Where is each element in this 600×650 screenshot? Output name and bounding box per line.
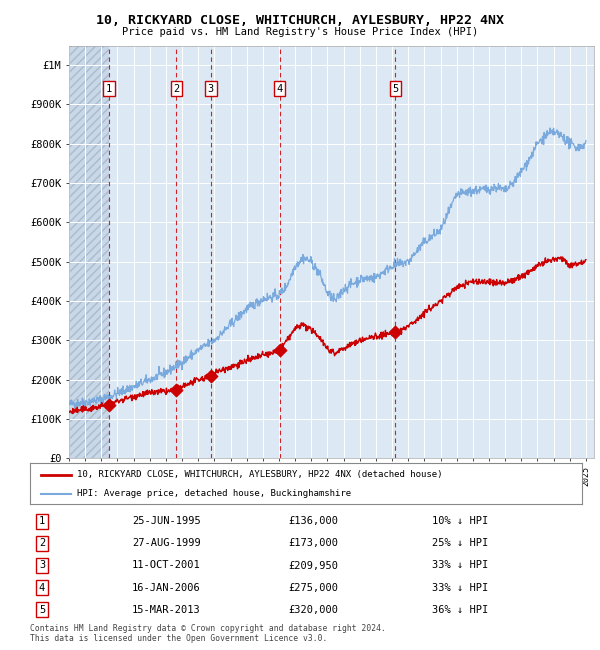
Point bbox=[206, 370, 215, 381]
Text: 2: 2 bbox=[173, 84, 179, 94]
Text: Contains HM Land Registry data © Crown copyright and database right 2024.
This d: Contains HM Land Registry data © Crown c… bbox=[30, 624, 386, 644]
Text: Price paid vs. HM Land Registry's House Price Index (HPI): Price paid vs. HM Land Registry's House … bbox=[122, 27, 478, 37]
Text: 16-JAN-2006: 16-JAN-2006 bbox=[132, 582, 201, 593]
Text: HPI: Average price, detached house, Buckinghamshire: HPI: Average price, detached house, Buck… bbox=[77, 489, 351, 498]
Text: 4: 4 bbox=[277, 84, 283, 94]
Text: 11-OCT-2001: 11-OCT-2001 bbox=[132, 560, 201, 571]
Text: £320,000: £320,000 bbox=[288, 604, 338, 615]
Text: 25% ↓ HPI: 25% ↓ HPI bbox=[432, 538, 488, 549]
Text: 1: 1 bbox=[39, 516, 45, 526]
Text: 36% ↓ HPI: 36% ↓ HPI bbox=[432, 604, 488, 615]
Text: 3: 3 bbox=[39, 560, 45, 571]
Text: 2: 2 bbox=[39, 538, 45, 549]
Text: 25-JUN-1995: 25-JUN-1995 bbox=[132, 516, 201, 526]
Point bbox=[275, 345, 284, 356]
Text: 5: 5 bbox=[392, 84, 398, 94]
Point bbox=[104, 400, 114, 410]
Text: 10, RICKYARD CLOSE, WHITCHURCH, AYLESBURY, HP22 4NX: 10, RICKYARD CLOSE, WHITCHURCH, AYLESBUR… bbox=[96, 14, 504, 27]
Text: £275,000: £275,000 bbox=[288, 582, 338, 593]
Text: 10% ↓ HPI: 10% ↓ HPI bbox=[432, 516, 488, 526]
Text: 10, RICKYARD CLOSE, WHITCHURCH, AYLESBURY, HP22 4NX (detached house): 10, RICKYARD CLOSE, WHITCHURCH, AYLESBUR… bbox=[77, 470, 442, 479]
Point bbox=[391, 327, 400, 337]
Text: 1: 1 bbox=[106, 84, 112, 94]
Text: £209,950: £209,950 bbox=[288, 560, 338, 571]
Text: £136,000: £136,000 bbox=[288, 516, 338, 526]
Text: 5: 5 bbox=[39, 604, 45, 615]
Text: 27-AUG-1999: 27-AUG-1999 bbox=[132, 538, 201, 549]
Text: 4: 4 bbox=[39, 582, 45, 593]
Point bbox=[172, 385, 181, 395]
Text: 33% ↓ HPI: 33% ↓ HPI bbox=[432, 560, 488, 571]
Text: 3: 3 bbox=[208, 84, 214, 94]
Text: £173,000: £173,000 bbox=[288, 538, 338, 549]
Bar bbox=[69, 46, 109, 458]
Text: 33% ↓ HPI: 33% ↓ HPI bbox=[432, 582, 488, 593]
Text: 15-MAR-2013: 15-MAR-2013 bbox=[132, 604, 201, 615]
